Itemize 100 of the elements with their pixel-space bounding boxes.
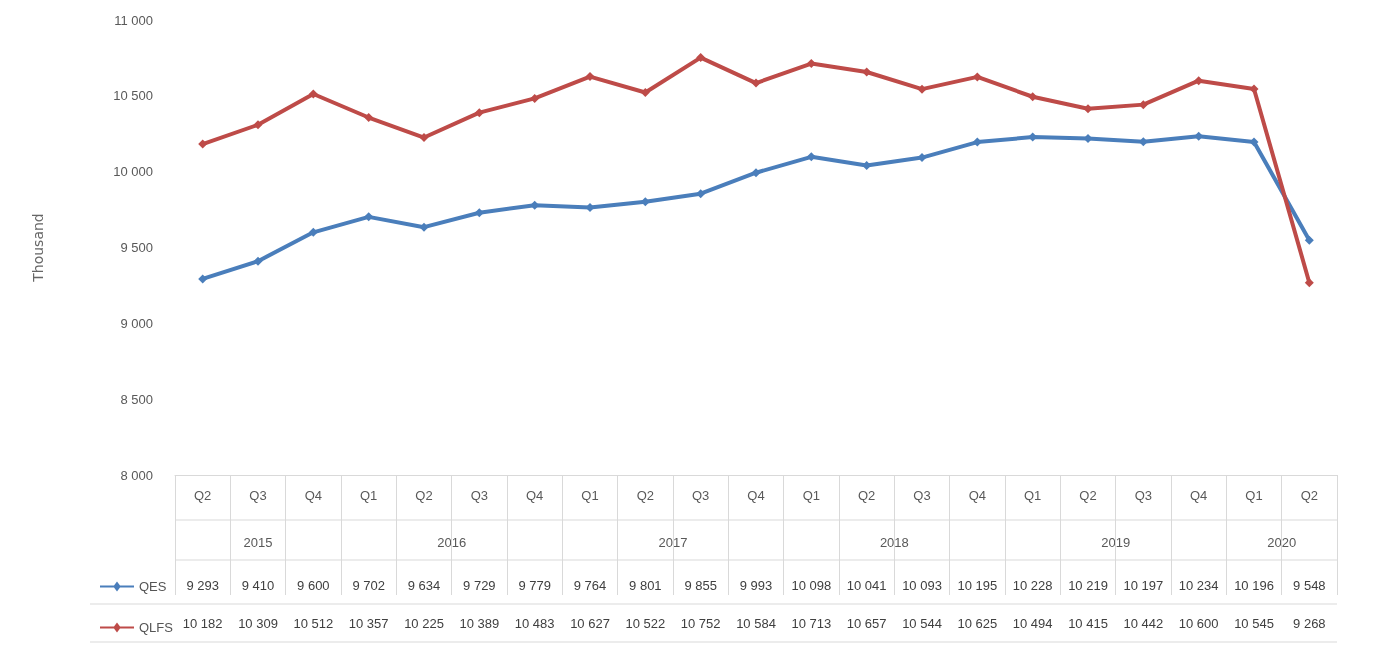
x-tick-label: Q2 bbox=[415, 488, 433, 503]
data-label: 9 779 bbox=[518, 577, 551, 593]
point bbox=[1304, 235, 1314, 245]
x-tick-label: Q2 bbox=[636, 488, 655, 503]
data-label: 10 544 bbox=[902, 615, 942, 631]
data-label: 10 442 bbox=[1123, 615, 1164, 631]
x-tick-label: Q4 bbox=[1189, 488, 1208, 503]
data-label: 9 729 bbox=[463, 577, 496, 593]
point bbox=[806, 59, 816, 69]
point bbox=[640, 88, 650, 97]
point bbox=[530, 93, 540, 103]
point bbox=[696, 189, 706, 199]
x-tick-label: Q2 bbox=[1300, 488, 1319, 503]
point bbox=[1304, 278, 1314, 288]
data-label: 10 713 bbox=[791, 615, 832, 631]
y-tick-label: 8 000 bbox=[120, 467, 153, 483]
data-label: 10 195 bbox=[957, 577, 998, 593]
data-label: 10 219 bbox=[1068, 577, 1108, 593]
point bbox=[198, 139, 208, 149]
x-tick-label: Q2 bbox=[1079, 488, 1097, 503]
x-tick-label: Q2 bbox=[193, 488, 212, 503]
x-tick-label: Q4 bbox=[525, 488, 544, 503]
data-label: 9 548 bbox=[1293, 577, 1326, 593]
data-label: 10 512 bbox=[293, 615, 334, 631]
x-tick-label: Q1 bbox=[359, 488, 378, 503]
data-label: 10 225 bbox=[404, 615, 444, 631]
legend-label: QLFS bbox=[139, 620, 174, 635]
x-tick-label: Q3 bbox=[1134, 488, 1153, 503]
point bbox=[1194, 76, 1204, 86]
point bbox=[364, 113, 374, 123]
data-label: 10 483 bbox=[514, 615, 555, 631]
point bbox=[751, 78, 761, 88]
x-tick-label: Q1 bbox=[581, 488, 599, 503]
x-tick-label: Q3 bbox=[470, 488, 489, 503]
data-label: 10 522 bbox=[625, 615, 666, 631]
y-tick-label: 10 000 bbox=[113, 164, 153, 180]
data-label: 10 389 bbox=[459, 615, 500, 631]
point bbox=[308, 227, 318, 237]
data-label: 9 293 bbox=[186, 577, 219, 593]
data-label: 9 764 bbox=[573, 577, 607, 593]
point bbox=[364, 212, 374, 222]
data-label: 10 098 bbox=[791, 577, 832, 593]
y-tick-label: 10 500 bbox=[113, 88, 153, 104]
x-tick-label: Q4 bbox=[747, 488, 765, 503]
x-tick-label: Q1 bbox=[802, 488, 821, 503]
data-label: 10 415 bbox=[1068, 615, 1108, 631]
point bbox=[198, 274, 208, 284]
data-label: 10 584 bbox=[736, 615, 776, 631]
text: 2015 bbox=[243, 534, 273, 550]
point bbox=[419, 133, 429, 143]
point bbox=[917, 84, 927, 94]
point bbox=[585, 72, 595, 82]
x-tick-label: Q1 bbox=[1023, 488, 1042, 503]
point bbox=[972, 137, 982, 147]
y-tick-label: 9 500 bbox=[120, 240, 153, 255]
text: 2019 bbox=[1101, 534, 1131, 550]
data-label: 9 801 bbox=[629, 577, 662, 593]
y-tick-label: 8 500 bbox=[120, 391, 153, 407]
point bbox=[751, 168, 761, 178]
point bbox=[253, 120, 263, 130]
data-label: 10 182 bbox=[182, 615, 223, 631]
data-label: 9 410 bbox=[241, 577, 275, 593]
point bbox=[419, 222, 429, 232]
text: 2016 bbox=[437, 534, 467, 550]
point bbox=[806, 152, 816, 162]
text: 2017 bbox=[658, 534, 688, 550]
y-tick-label: 9 000 bbox=[120, 315, 153, 331]
data-label: 10 234 bbox=[1178, 577, 1219, 593]
point bbox=[696, 53, 706, 63]
data-label: 10 545 bbox=[1234, 615, 1274, 631]
text: 2020 bbox=[1267, 534, 1297, 550]
point bbox=[1249, 137, 1259, 147]
x-tick-label: Q3 bbox=[691, 488, 710, 503]
data-label: 10 600 bbox=[1178, 615, 1219, 631]
data-label: 9 855 bbox=[684, 577, 717, 593]
x-tick-label: Q3 bbox=[913, 488, 931, 503]
data-label: 10 627 bbox=[570, 615, 610, 631]
data-label: 10 357 bbox=[348, 615, 389, 631]
x-tick-label: Q4 bbox=[968, 488, 987, 503]
data-label: 10 494 bbox=[1012, 615, 1053, 631]
x-tick-label: Q1 bbox=[1245, 488, 1263, 503]
x-tick-label: Q4 bbox=[304, 488, 323, 503]
data-label: 9 600 bbox=[297, 577, 330, 593]
y-axis-title: Thousand bbox=[30, 213, 46, 283]
point bbox=[253, 256, 263, 266]
x-tick-label: Q2 bbox=[857, 488, 876, 503]
data-label: 9 702 bbox=[352, 577, 385, 593]
legend-label: QES bbox=[139, 579, 167, 594]
data-label: 9 993 bbox=[739, 577, 773, 593]
data-label: 10 752 bbox=[680, 615, 721, 631]
text: 2018 bbox=[879, 534, 909, 550]
point bbox=[1249, 84, 1259, 94]
data-label: 10 657 bbox=[846, 615, 887, 631]
point bbox=[474, 208, 484, 218]
point bbox=[1028, 92, 1038, 102]
data-label: 10 197 bbox=[1123, 577, 1164, 593]
data-label: 10 625 bbox=[957, 615, 998, 631]
data-label: 10 309 bbox=[238, 615, 278, 631]
data-label: 10 228 bbox=[1012, 577, 1053, 593]
point bbox=[474, 108, 484, 118]
